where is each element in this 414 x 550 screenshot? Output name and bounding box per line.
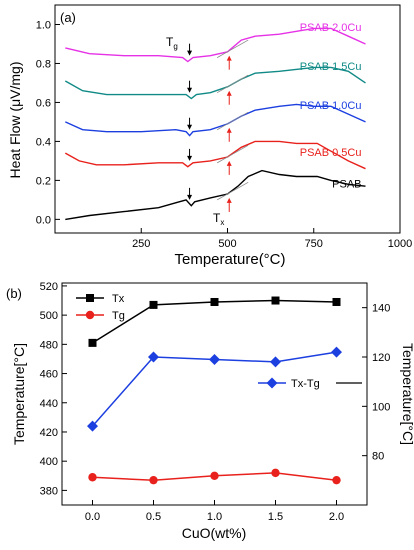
panel-a-y-tick-label: 1.0 [36,19,51,31]
tx-tangent-line [216,181,249,201]
panel-a-x-tick-label: 500 [218,238,236,250]
panel-b-data-point [332,475,341,485]
panel-b-data-point [271,296,280,305]
panel-a-x-tick-label: 250 [132,238,150,250]
panel-a-y-ticks: 0.0 0.2 0.4 0.6 0.8 1.0 [36,19,60,226]
tg-arrow-head [187,87,193,93]
panel-b-x-ticks: 0.0 0.5 1.0 1.5 2.0 [85,500,344,523]
panel-a-series-line [65,103,366,137]
panel-b-legend: Tx Tg Tx-Tg [76,293,362,390]
tx-arrow-head [226,127,232,133]
panel-b-x-tick-label: 0.5 [146,511,161,523]
panel-b-x-tick-label: 0.0 [85,511,100,523]
panel-b-data-point [332,297,341,306]
panel-a-series-label: PSAB 2.0Cu [300,22,362,34]
panel-a-series-line [64,140,366,170]
tx-annotation: Tx [213,211,224,227]
panel-b-series [87,296,342,485]
panel-b-data-point [210,471,219,480]
panel-a-series-labels: PSAB PSAB 0.5Cu PSAB 1.0Cu PSAB 1.5Cu PSAB 2… [300,22,362,190]
panel-b-data-point [87,420,98,432]
legend-label: Tx-Tg [291,378,320,390]
tx-arrow-head [226,90,232,96]
tx-arrow-head [226,55,232,61]
panel-b-y-tick-label: 420 [40,427,58,439]
panel-a-series-label: PSAB [332,178,361,190]
panel-a-plot-frame [54,4,401,234]
panel-b-y-tick-label: 460 [40,369,58,381]
legend-marker [85,310,95,320]
panel-a-x-tick-label: 1000 [388,238,412,250]
panel-b-data-point [149,475,158,485]
panel-b-y2-tick-label: 140 [372,303,390,315]
tg-arrow-head [187,155,193,161]
panel-a-series-label: PSAB 0.5Cu [300,147,362,159]
panel-b-temperature-chart: (b) 0.0 0.5 1.0 1.5 2.0 380 400 420 440 460 480 50… [6,281,414,541]
tg-arrow-head [187,124,193,130]
legend-marker [86,294,94,302]
panel-a-y-tick-label: 0.8 [36,58,51,70]
panel-a-series-line [64,66,366,100]
panel-a-x-ticks: 250 500 750 1000 [132,228,412,250]
panel-b-data-point [88,473,97,482]
tg-annotation: Tg [166,35,178,51]
panel-b-y2-ticks: 80 100 120 140 [362,303,390,463]
panel-b-y-tick-label: 520 [40,281,58,293]
panel-a-series [64,27,366,221]
panel-b-y-axis-label: Temperature[°C] [11,343,27,445]
panel-b-x-tick-label: 2.0 [329,511,344,523]
panel-a-label: (a) [60,10,76,25]
panel-a-x-tick-label: 750 [305,238,323,250]
legend-label: Tg [112,310,125,322]
panel-b-data-point [331,346,342,358]
tg-arrow-head [187,50,193,56]
tx-tangent-line [216,39,249,58]
tx-arrow-head [226,197,232,203]
panel-b-data-point [148,351,159,363]
panel-a-annotation-arrows [187,39,249,212]
tg-arrow-head [187,194,193,200]
panel-b-x-axis-label: CuO(wt%) [182,525,247,541]
tx-tangent-line [216,111,249,131]
panel-a-y-axis-label: Heat Flow (μV/mg) [7,62,23,179]
panel-b-y-tick-label: 380 [40,485,58,497]
tx-arrow-head [226,160,232,166]
panel-a-x-axis-label: Temperature(°C) [174,251,285,268]
panel-b-data-point [210,297,219,306]
panel-a-series-label: PSAB 1.5Cu [300,61,362,73]
panel-a-dsc-chart: (a) 250 500 750 1000 0.0 0.2 0.4 0.6 0.8 1.0 PSA… [7,4,412,268]
panel-b-data-point [271,468,280,478]
panel-a-y-tick-label: 0.2 [36,175,51,187]
panel-b-y-tick-label: 440 [40,398,58,410]
panel-b-x-tick-label: 1.0 [207,511,222,523]
panel-b-data-point [209,353,220,365]
legend-marker [266,377,278,389]
panel-a-y-tick-label: 0.0 [36,214,51,226]
panel-b-y-tick-label: 480 [40,339,58,351]
panel-b-y-ticks: 380 400 420 440 460 480 500 520 [40,281,67,497]
tx-tangent-line [216,144,249,164]
panel-b-y2-tick-label: 80 [372,451,384,463]
panel-b-y2-tick-label: 100 [372,401,390,413]
panel-b-series-line [92,299,337,344]
tx-tangent-line [216,74,249,94]
legend-label: Tx [112,293,125,305]
panel-b-y-tick-label: 500 [40,310,58,322]
panel-a-series-label: PSAB 1.0Cu [300,100,362,112]
panel-b-x-tick-label: 1.5 [268,511,283,523]
panel-b-y2-tick-label: 120 [372,352,390,364]
panel-b-data-point [88,338,97,347]
panel-b-data-point [149,300,158,309]
panel-b-data-point [270,356,281,368]
panel-b-y2-axis-label: Temperature[°C] [400,343,414,445]
panel-b-label: (b) [6,286,22,301]
panel-a-y-tick-label: 0.4 [36,136,51,148]
panel-a-y-tick-label: 0.6 [36,97,51,109]
panel-a-series-line [65,27,366,63]
panel-b-y-tick-label: 400 [40,456,58,468]
